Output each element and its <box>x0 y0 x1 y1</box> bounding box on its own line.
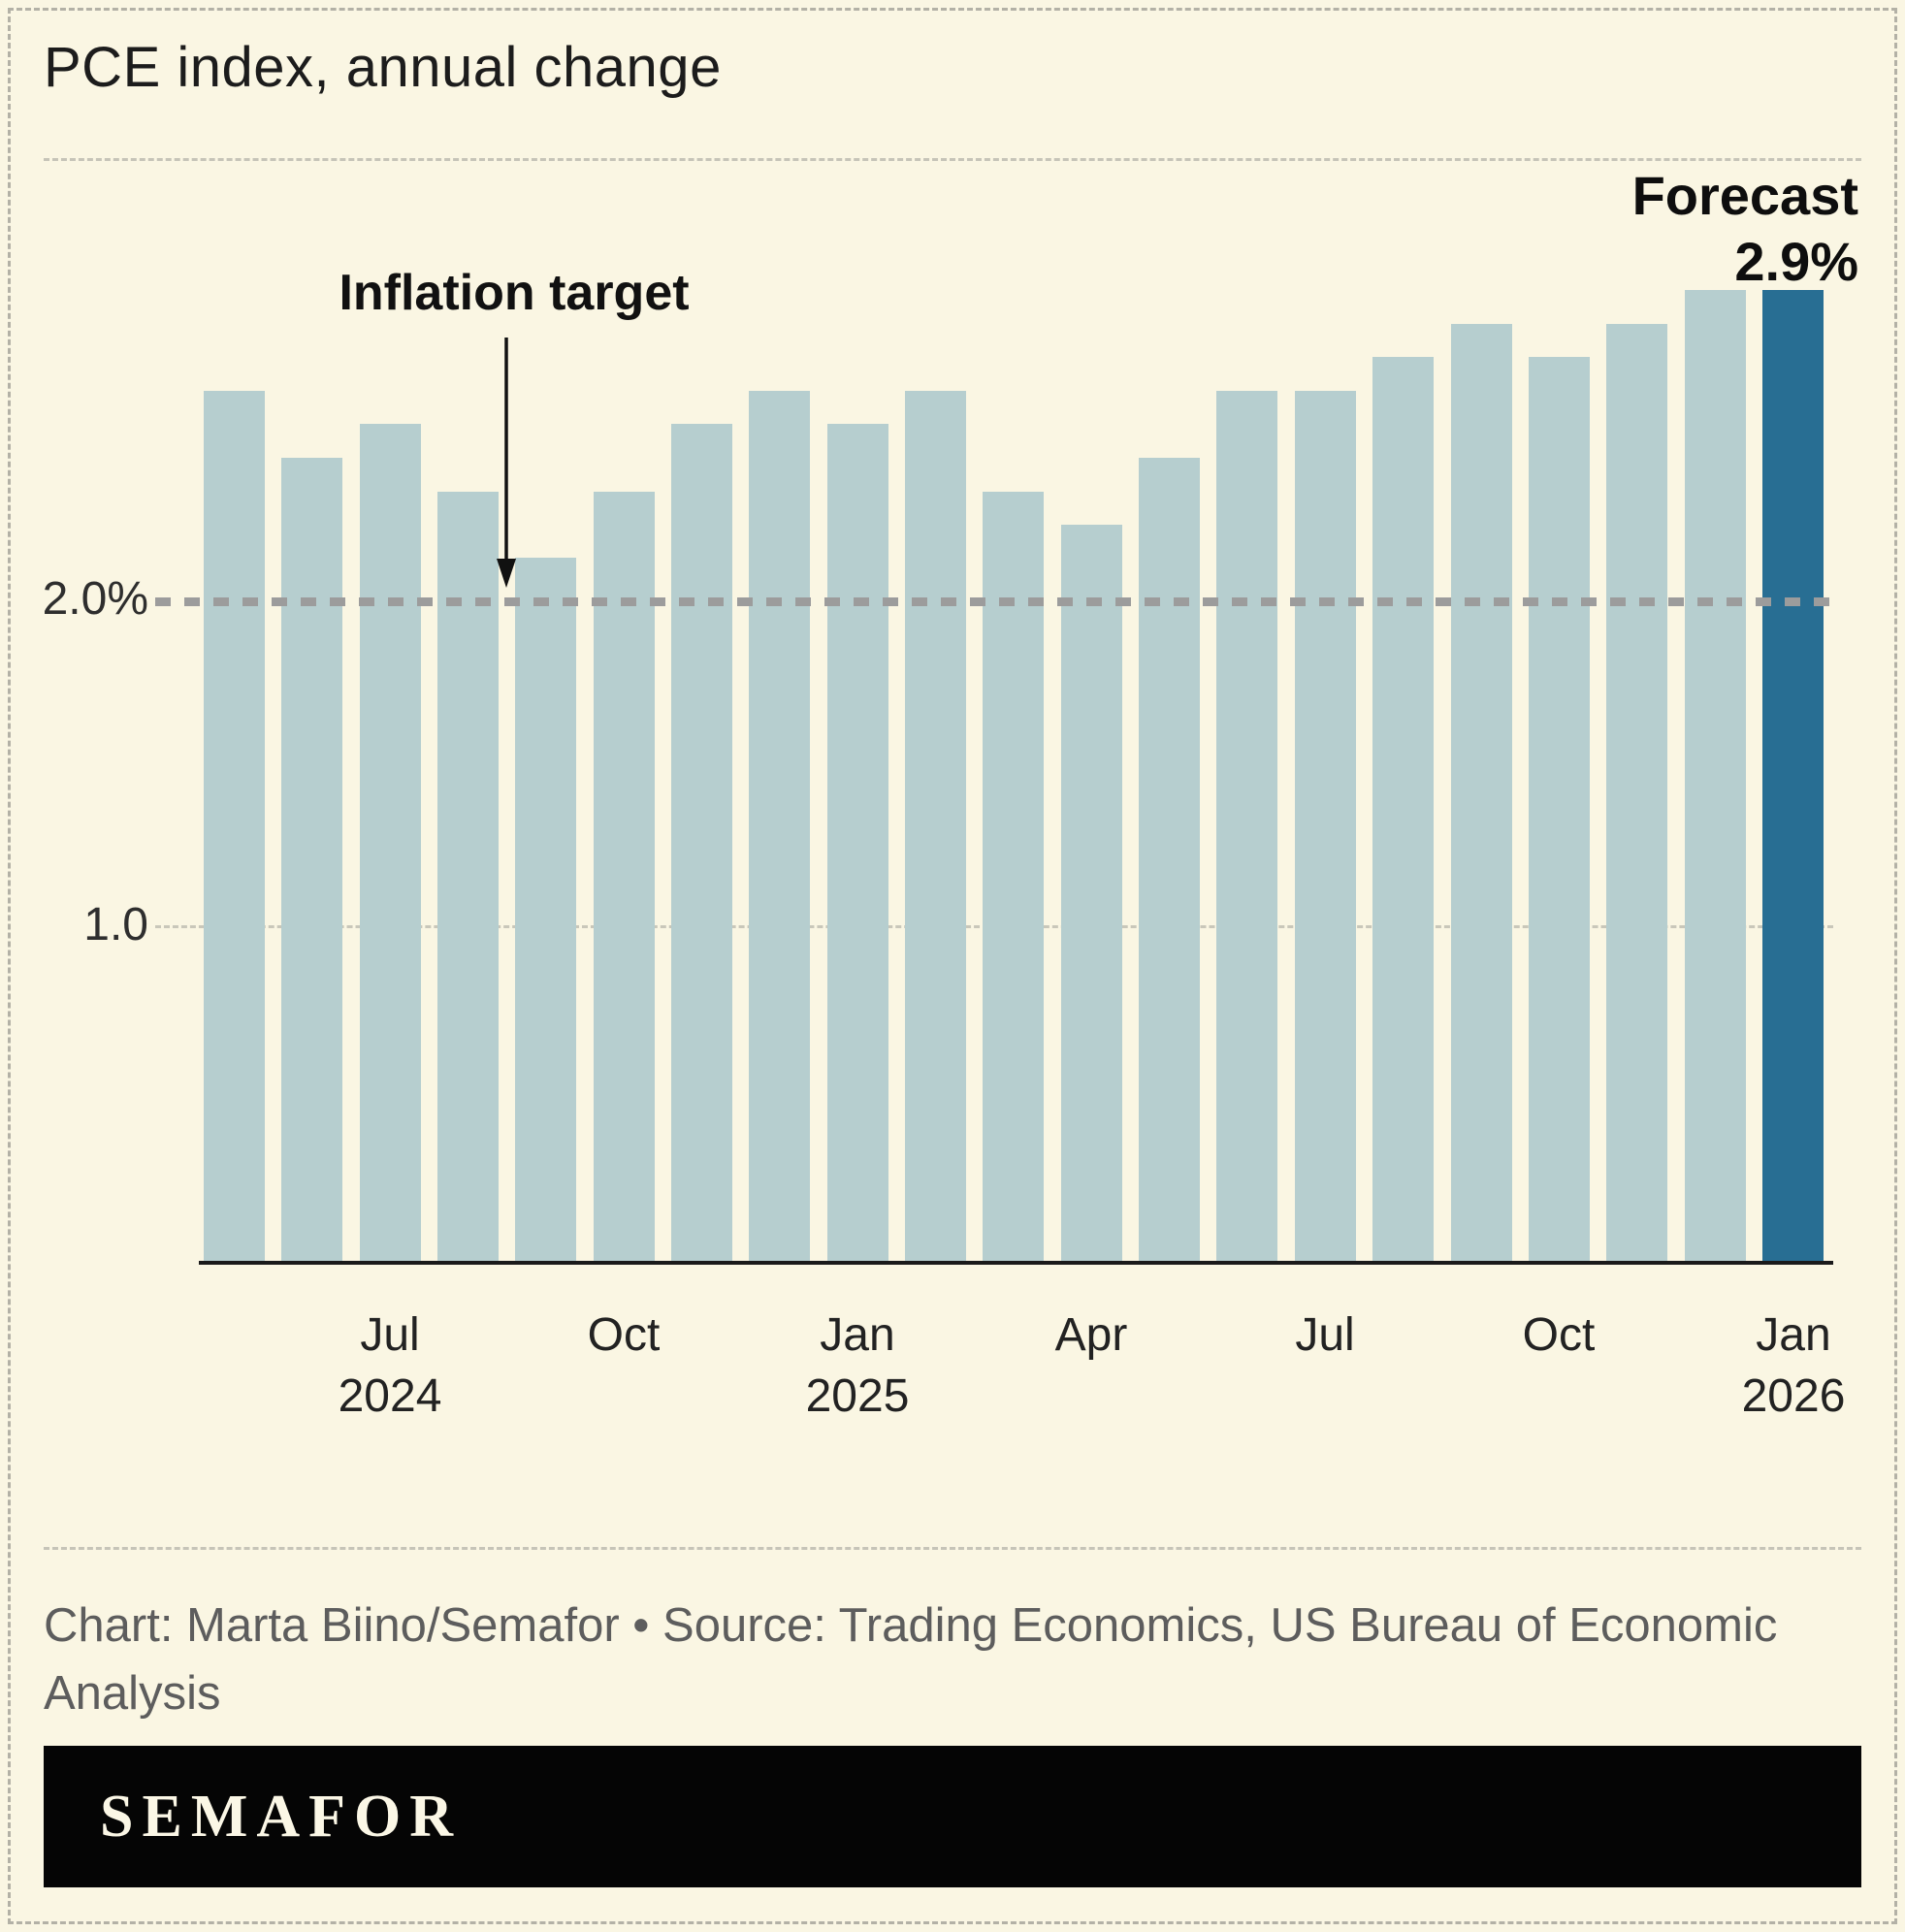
bar <box>826 424 888 1261</box>
top-gridline <box>44 158 1861 161</box>
bar <box>359 424 421 1261</box>
bar <box>1294 391 1356 1261</box>
y-axis-label-2pct: 2.0% <box>42 573 148 625</box>
semafor-wordmark: SEMAFOR <box>100 1783 462 1850</box>
bar <box>671 424 733 1261</box>
y-axis-label-1pct: 1.0 <box>83 899 148 950</box>
bar <box>1528 357 1590 1261</box>
bar <box>1606 324 1668 1261</box>
x-tick-label: Jul <box>1295 1309 1355 1361</box>
bar <box>1216 391 1278 1261</box>
source-credit: Chart: Marta Biino/Semafor • Source: Tra… <box>44 1599 1778 1720</box>
bar <box>1450 324 1512 1261</box>
bar <box>437 492 500 1261</box>
annotation-arrow-icon <box>497 338 516 588</box>
x-tick-label: Oct <box>1522 1309 1596 1361</box>
plot-area <box>204 242 1824 1261</box>
bar <box>749 391 811 1261</box>
bar <box>515 558 577 1261</box>
bar <box>593 492 655 1261</box>
x-axis-line <box>199 1261 1833 1265</box>
forecast-label-text: Forecast <box>1631 165 1858 226</box>
x-tick-label: Jul 2024 <box>338 1309 442 1423</box>
x-tick-label: Oct <box>587 1309 661 1361</box>
inflation-target-annotation: Inflation target <box>339 265 690 321</box>
semafor-logo-bar: SEMAFOR <box>44 1746 1861 1887</box>
inflation-target-line <box>155 597 1833 606</box>
forecast-label: Forecast 2.9% <box>1632 163 1858 296</box>
bar <box>1139 458 1201 1261</box>
bar <box>1060 525 1122 1261</box>
x-tick-label: Apr <box>1054 1309 1128 1361</box>
bar <box>281 458 343 1261</box>
bar <box>1372 357 1435 1261</box>
x-tick-label: Jan 2025 <box>805 1309 910 1423</box>
bar <box>983 492 1045 1261</box>
chart-title: PCE index, annual change <box>44 36 722 99</box>
x-tick-label: Jan 2026 <box>1741 1309 1846 1423</box>
forecast-value: 2.9% <box>1734 231 1858 293</box>
bar <box>1684 290 1746 1261</box>
footer-separator <box>44 1547 1861 1550</box>
x-axis-ticks: Jul 2024 Oct Jan 2025 Apr Jul Oct Jan 2026 <box>204 1304 1846 1460</box>
forecast-bar <box>1761 290 1824 1261</box>
bar <box>905 391 967 1261</box>
bar <box>204 391 265 1261</box>
